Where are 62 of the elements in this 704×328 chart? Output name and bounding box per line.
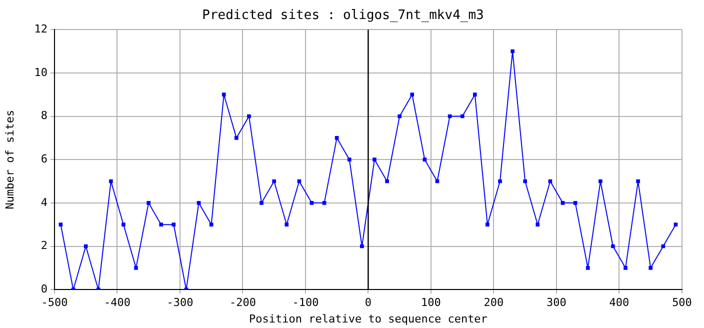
point bbox=[196, 201, 201, 205]
point bbox=[247, 114, 251, 118]
point bbox=[422, 158, 427, 162]
point bbox=[172, 222, 176, 227]
y-axis-title: Number of sites bbox=[3, 110, 16, 210]
point bbox=[648, 266, 653, 270]
point bbox=[410, 92, 414, 97]
point bbox=[674, 222, 678, 227]
point bbox=[134, 266, 138, 270]
y-tick-label: 12 bbox=[34, 22, 48, 36]
point bbox=[310, 201, 314, 205]
point bbox=[385, 179, 389, 184]
x-tick-label: -400 bbox=[104, 296, 130, 310]
point bbox=[636, 179, 640, 184]
y-tick-label: 0 bbox=[40, 282, 48, 296]
point bbox=[347, 158, 352, 162]
point bbox=[209, 222, 214, 227]
point bbox=[523, 179, 528, 184]
x-tick-label: 500 bbox=[672, 296, 692, 310]
y-tick-label: 6 bbox=[40, 152, 48, 166]
point bbox=[360, 244, 364, 248]
point bbox=[272, 179, 276, 184]
point bbox=[260, 201, 264, 205]
point bbox=[472, 92, 477, 97]
x-tick-label: -300 bbox=[166, 296, 194, 310]
point bbox=[372, 158, 376, 162]
y-tick-label: 2 bbox=[40, 239, 48, 252]
y-tick-label: 4 bbox=[40, 196, 48, 209]
point bbox=[222, 92, 226, 97]
x-tick-label: -200 bbox=[229, 296, 256, 310]
point bbox=[334, 136, 339, 140]
point bbox=[460, 114, 464, 118]
point bbox=[398, 114, 402, 118]
point bbox=[573, 201, 578, 205]
point bbox=[486, 222, 490, 227]
point bbox=[536, 222, 540, 227]
point bbox=[122, 222, 126, 227]
point bbox=[510, 49, 514, 54]
point bbox=[58, 222, 63, 227]
point bbox=[159, 222, 164, 227]
point bbox=[284, 222, 289, 227]
point bbox=[146, 201, 150, 205]
x-tick-label: 200 bbox=[484, 296, 504, 310]
point bbox=[586, 266, 590, 270]
x-tick-label: -100 bbox=[292, 296, 319, 310]
point bbox=[234, 136, 238, 140]
point bbox=[498, 179, 502, 184]
point bbox=[109, 179, 113, 184]
x-tick-label: 0 bbox=[364, 296, 372, 310]
point bbox=[598, 179, 602, 184]
x-tick-label: 300 bbox=[546, 296, 566, 310]
point bbox=[322, 201, 326, 205]
x-axis-title: Position relative to sequence center bbox=[249, 312, 488, 326]
y-tick-label: 8 bbox=[40, 109, 48, 122]
x-tick-label: 100 bbox=[421, 296, 441, 310]
chart-title: Predicted sites : oligos_7nt_mkv4_m3 bbox=[202, 8, 484, 24]
x-tick-label: 400 bbox=[609, 296, 630, 310]
x-tick-label: -500 bbox=[41, 296, 68, 310]
point bbox=[560, 201, 565, 205]
y-tick-label: 10 bbox=[34, 66, 48, 79]
point bbox=[611, 244, 615, 248]
point bbox=[624, 266, 628, 270]
